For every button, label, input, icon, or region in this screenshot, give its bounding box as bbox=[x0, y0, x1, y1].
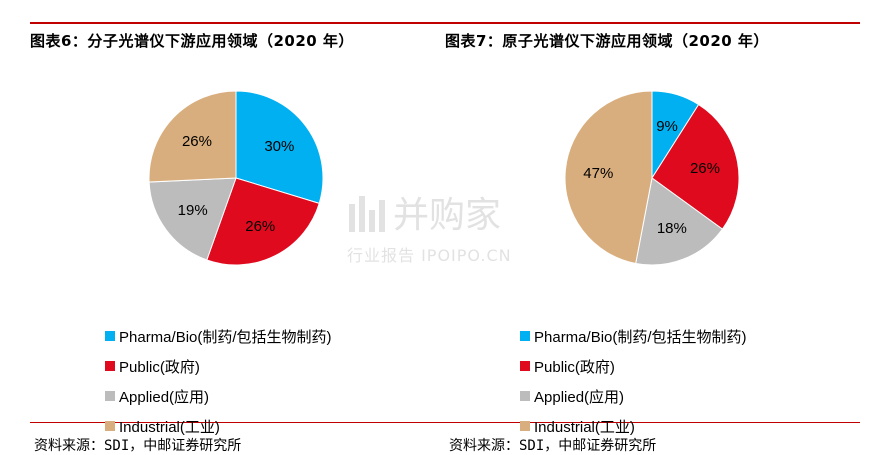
slice-label: 26% bbox=[690, 160, 720, 177]
slice-label: 26% bbox=[245, 218, 275, 235]
pie-slice bbox=[635, 177, 724, 266]
pie-chart: 30% 26% 19% 26% bbox=[148, 90, 324, 266]
pie-slice bbox=[206, 177, 320, 266]
legend-item: Public(政府) bbox=[520, 351, 747, 381]
slice-label: 47% bbox=[583, 165, 613, 182]
legend-item: Pharma/Bio(制药/包括生物制药) bbox=[520, 321, 747, 351]
legend: Pharma/Bio(制药/包括生物制药) Public(政府) Applied(应… bbox=[105, 321, 332, 441]
pie-slice bbox=[235, 90, 324, 204]
legend-swatch bbox=[105, 361, 115, 371]
source-note: 资料来源：SDI，中邮证券研究所 bbox=[449, 438, 657, 454]
chart-title: 图表6：分子光谱仪下游应用领域（2020 年） bbox=[30, 32, 354, 50]
legend-item: Public(政府) bbox=[105, 351, 332, 381]
legend-label: Pharma/Bio(制药/包括生物制药) bbox=[534, 328, 747, 346]
legend-item: Industrial(工业) bbox=[520, 411, 747, 441]
slice-label: 9% bbox=[656, 118, 678, 135]
pie-slice bbox=[564, 90, 653, 265]
legend-swatch bbox=[520, 331, 530, 341]
bottom-rule bbox=[30, 422, 860, 423]
chart-panel-molecular: 图表6：分子光谱仪下游应用领域（2020 年） 30% 26% 19% 26% Pha… bbox=[30, 24, 450, 454]
legend-label: Public(政府) bbox=[119, 358, 200, 376]
slice-label: 18% bbox=[657, 220, 687, 237]
pie-slice bbox=[148, 90, 237, 183]
legend-swatch bbox=[105, 331, 115, 341]
legend-swatch bbox=[520, 421, 530, 431]
legend-item: Industrial(工业) bbox=[105, 411, 332, 441]
chart-title: 图表7：原子光谱仪下游应用领域（2020 年） bbox=[445, 32, 769, 50]
legend-item: Applied(应用) bbox=[105, 381, 332, 411]
top-rule bbox=[30, 22, 860, 24]
slice-label: 26% bbox=[182, 133, 212, 150]
slice-label: 30% bbox=[264, 138, 294, 155]
legend-item: Applied(应用) bbox=[520, 381, 747, 411]
legend-label: Industrial(工业) bbox=[119, 418, 220, 436]
legend-label: Industrial(工业) bbox=[534, 418, 635, 436]
pie-slice bbox=[148, 177, 237, 261]
source-note: 资料来源：SDI，中邮证券研究所 bbox=[34, 438, 242, 454]
legend-label: Public(政府) bbox=[534, 358, 615, 376]
slice-label: 19% bbox=[178, 202, 208, 219]
legend-label: Pharma/Bio(制药/包括生物制药) bbox=[119, 328, 332, 346]
chart-panel-atomic: 图表7：原子光谱仪下游应用领域（2020 年） 9% 26% 18% 47% Phar… bbox=[445, 24, 865, 454]
legend-swatch bbox=[105, 421, 115, 431]
legend-label: Applied(应用) bbox=[534, 388, 625, 406]
legend-swatch bbox=[520, 391, 530, 401]
legend-label: Applied(应用) bbox=[119, 388, 210, 406]
legend: Pharma/Bio(制药/包括生物制药) Public(政府) Applied(应… bbox=[520, 321, 747, 441]
pie-slice bbox=[651, 103, 740, 230]
pie-chart: 9% 26% 18% 47% bbox=[564, 90, 740, 266]
legend-swatch bbox=[105, 391, 115, 401]
legend-swatch bbox=[520, 361, 530, 371]
legend-item: Pharma/Bio(制药/包括生物制药) bbox=[105, 321, 332, 351]
